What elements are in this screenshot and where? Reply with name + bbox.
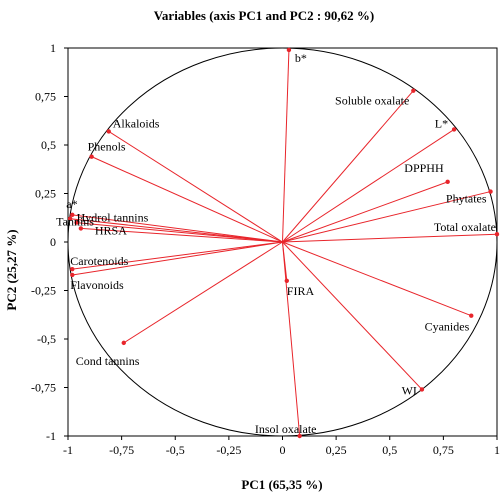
x-tick-label: 0,25 <box>326 443 347 457</box>
loading-point-l <box>451 127 457 132</box>
loading-point-fira <box>284 278 289 283</box>
loading-point-hrsa <box>78 226 84 231</box>
loading-point-cyanides <box>469 313 474 318</box>
variable-label-hrsa: HRSA <box>95 223 127 237</box>
variable-label-carotenoids: Carotenoids <box>70 254 128 268</box>
y-tick-label: -1 <box>46 429 56 443</box>
loading-vectors <box>67 47 500 439</box>
variable-label-cyanides: Cyanides <box>425 320 470 334</box>
y-tick-label: 0,5 <box>41 138 56 152</box>
x-tick-label: -0,5 <box>166 443 185 457</box>
loading-point-flavonoids <box>70 272 75 278</box>
variable-label-a: a* <box>66 197 77 211</box>
variable-label-cond-tannins: Cond tannins <box>76 354 140 368</box>
loading-point-tannins <box>67 216 73 221</box>
loading-line-cond-tannins <box>123 241 283 344</box>
x-tick-label: -0,25 <box>216 443 241 457</box>
loading-point-cond-tannins <box>121 340 126 346</box>
loading-point-wi <box>419 387 425 392</box>
y-tick-label: 1 <box>50 41 56 55</box>
loading-point-alkaloids <box>106 129 111 134</box>
y-tick-label: 0 <box>50 235 56 249</box>
y-tick-label: -0,5 <box>37 332 56 346</box>
variable-label-phytates: Phytates <box>446 192 487 206</box>
variable-label-l: L* <box>435 116 448 130</box>
loading-line-flavonoids <box>72 241 283 276</box>
variable-label-hydrol-tannins: Hydrol tannins <box>77 211 149 225</box>
variable-labels: b* Soluble oxalate L* DPPHH Phytates Total ox… <box>56 51 496 436</box>
y-tick-label: 0,75 <box>35 90 56 104</box>
axis-ticks: -1 1 -0,75 0,75 -0,5 0,5 -0,25 0,25 0 0 0,25 -0,25 0… <box>31 41 500 457</box>
loading-line-l <box>282 129 455 243</box>
variable-label-b: b* <box>295 51 307 65</box>
loading-line-alkaloids <box>108 130 283 243</box>
variable-label-dpphh: DPPHH <box>404 161 444 175</box>
loading-point-total-oxalate <box>494 232 500 237</box>
y-tick-label: 0,25 <box>35 187 56 201</box>
loading-line-total-oxalate <box>282 233 498 243</box>
loading-point-insol-oxalate <box>297 433 302 439</box>
variable-label-total-oxalate: Total oxalate <box>434 220 496 234</box>
loading-line-soluble-oxalate <box>282 90 414 243</box>
x-tick-label: -1 <box>63 443 73 457</box>
loading-line-b <box>282 49 290 243</box>
y-tick-label: -0,25 <box>31 284 56 298</box>
variable-label-alkaloids: Alkaloids <box>113 116 160 130</box>
loading-point-b <box>286 47 292 53</box>
variable-label-wi: WI <box>402 383 417 397</box>
variable-label-flavonoids: Flavonoids <box>70 278 124 292</box>
loading-line-phytates <box>282 191 491 243</box>
loading-line-insol-oxalate <box>282 241 301 437</box>
loading-line-hydrol-tannins <box>76 222 283 243</box>
loading-line-dpphh <box>282 181 448 243</box>
loading-line-carotenoids <box>72 241 283 270</box>
chart-title: Variables (axis PC1 and PC2 : 90,62 %) <box>154 8 375 23</box>
loading-point-dpphh <box>445 179 450 185</box>
x-tick-label: 0,75 <box>433 443 454 457</box>
x-tick-label: 0 <box>280 443 286 457</box>
y-tick-label: -0,75 <box>31 381 56 395</box>
x-tick-label: 0,5 <box>382 443 397 457</box>
y-axis-label: PC2 (25,27 %) <box>4 229 19 310</box>
x-tick-label: -0,75 <box>109 443 134 457</box>
loading-point-phenols <box>89 154 94 159</box>
loading-line-wi <box>282 241 423 390</box>
loading-line-cyanides <box>282 241 472 317</box>
loading-line-a <box>72 214 283 243</box>
loading-point-phytates <box>488 189 493 194</box>
variable-label-tannins: Tannins <box>56 215 94 229</box>
x-axis-label: PC1 (65,35 %) <box>241 477 322 492</box>
loading-point-a <box>70 212 75 218</box>
variable-label-insol-oxalate: Insol oxalate <box>255 422 317 436</box>
loading-point-carotenoids <box>70 266 75 272</box>
variable-label-soluble-oxalate: Soluble oxalate <box>335 94 409 108</box>
variable-label-phenols: Phenols <box>88 140 126 154</box>
x-tick-label: 1 <box>494 443 500 457</box>
loading-line-hrsa <box>80 227 283 243</box>
loading-line-tannins <box>70 218 283 243</box>
loading-point-soluble-oxalate <box>411 88 416 93</box>
loading-line-phenols <box>91 156 283 243</box>
variable-label-fira: FIRA <box>287 284 315 298</box>
loading-point-hydrol-tannins <box>74 220 79 225</box>
